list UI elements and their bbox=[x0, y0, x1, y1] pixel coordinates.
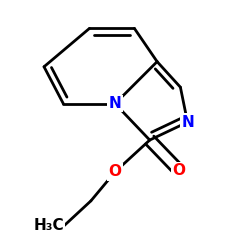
Text: O: O bbox=[108, 164, 122, 180]
Text: O: O bbox=[172, 163, 186, 178]
Text: H₃C: H₃C bbox=[33, 218, 64, 234]
Text: N: N bbox=[181, 115, 194, 130]
Text: N: N bbox=[109, 96, 122, 111]
